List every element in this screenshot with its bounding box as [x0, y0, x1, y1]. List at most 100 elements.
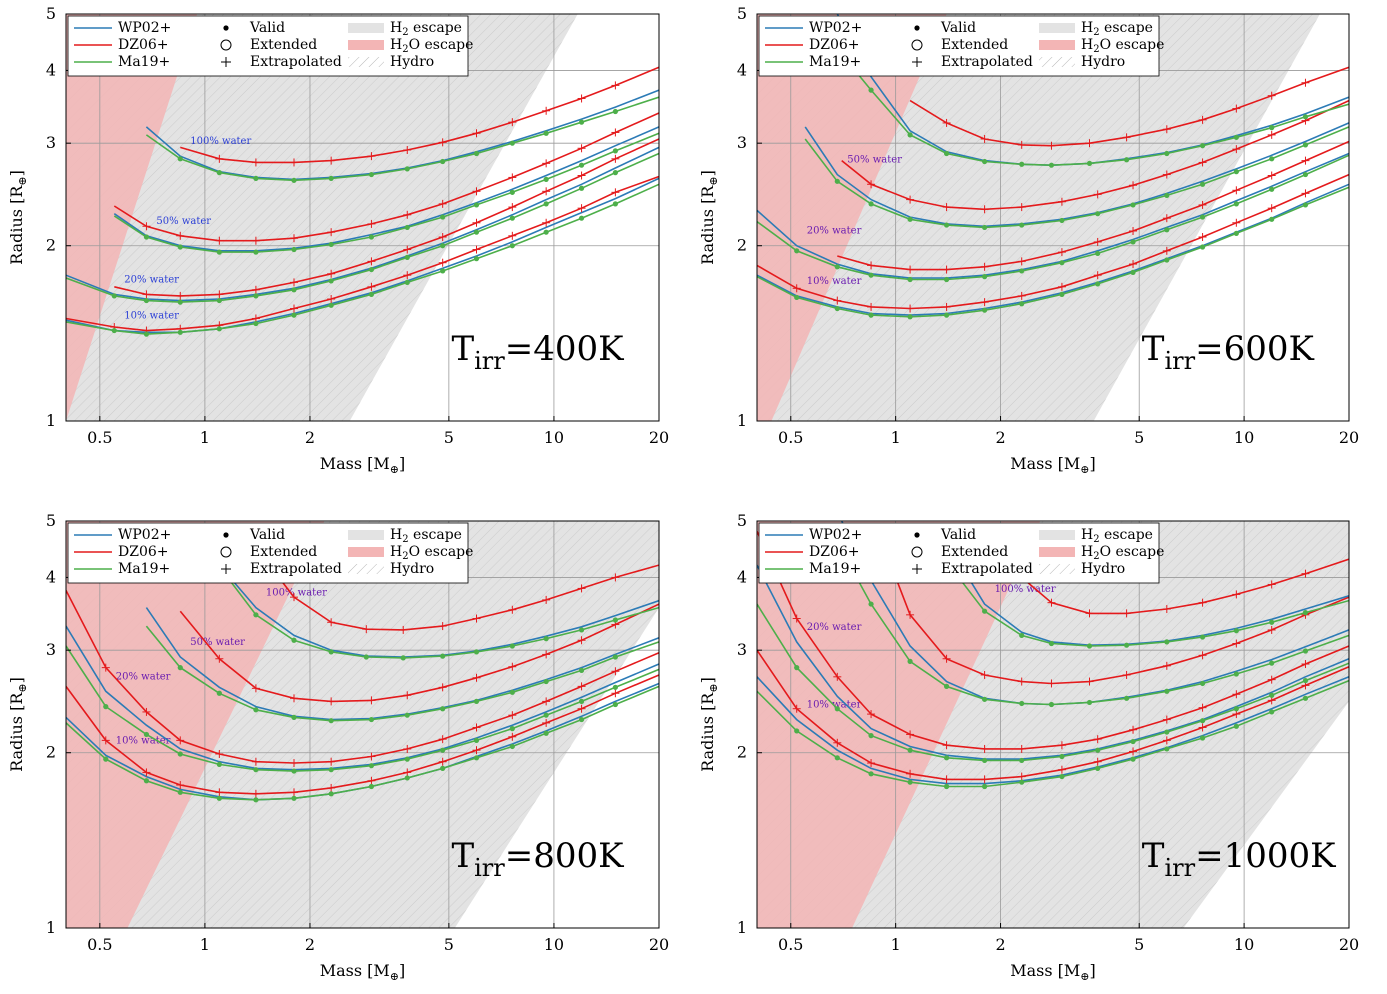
x-tick-label: 10: [1234, 428, 1254, 447]
data-point-valid: [509, 215, 515, 221]
data-point-valid: [1164, 257, 1170, 263]
data-point-valid: [1269, 186, 1275, 192]
data-point-valid: [834, 706, 840, 712]
data-point-valid: [1019, 632, 1025, 639]
legend-marker-label: Extended: [941, 37, 1008, 53]
legend-model-label: DZ06+: [118, 37, 169, 53]
data-point-valid: [612, 617, 618, 623]
legend-marker-valid: [914, 25, 920, 31]
legend-region-label-main: Hydro: [1081, 54, 1125, 70]
legend-swatch-hydro: [348, 57, 384, 67]
legend-region-label-sub: 2: [1093, 534, 1099, 545]
x-axis-label: Mass [M⊕]: [320, 454, 406, 476]
x-tick-label: 1: [891, 935, 901, 954]
data-point-valid: [291, 177, 297, 183]
data-point-valid: [253, 707, 259, 713]
legend-model-label: WP02+: [809, 20, 862, 36]
legend-region-label-sub: 2: [1093, 44, 1099, 55]
x-axis-label-sub: ⊕: [1080, 463, 1089, 476]
legend-region-label-sub: 2: [402, 27, 408, 38]
data-point-valid: [868, 771, 874, 777]
data-point-valid: [368, 266, 375, 273]
data-point-valid: [1019, 700, 1025, 707]
data-point-valid: [1199, 244, 1206, 250]
legend-region-label-main: H: [1081, 527, 1093, 543]
data-point-valid: [1199, 718, 1206, 724]
legend-region-label: H2O escape: [1081, 544, 1164, 562]
data-point-valid: [473, 256, 480, 262]
legend-model-label: DZ06+: [809, 37, 860, 53]
legend-region-label-tail: O escape: [409, 544, 474, 560]
data-point-valid: [253, 797, 259, 803]
data-point-valid: [1164, 192, 1170, 199]
data-point-valid: [368, 783, 375, 790]
legend-model-label: WP02+: [118, 527, 171, 543]
data-point-valid: [328, 302, 334, 308]
data-point-valid: [509, 140, 515, 146]
data-point-valid: [907, 276, 913, 283]
legend-swatch-hydro: [1039, 57, 1075, 67]
data-point-valid: [216, 690, 222, 696]
data-point-valid: [1164, 227, 1170, 233]
legend-marker-label: Extended: [250, 37, 317, 53]
data-point-valid: [216, 795, 222, 801]
data-point-valid: [143, 234, 150, 240]
data-point-valid: [509, 743, 515, 750]
temperature-label-main: T: [451, 836, 474, 876]
data-point-valid: [1059, 753, 1065, 760]
data-point-valid: [1019, 161, 1025, 167]
data-point-valid: [328, 791, 334, 797]
series-dz06-10: [255, 547, 659, 634]
x-tick-label: 0.5: [87, 935, 112, 954]
y-tick-label: 4: [737, 60, 747, 79]
data-point-valid: [473, 150, 480, 157]
x-tick-label: 2: [995, 935, 1005, 954]
y-axis-label-tail: ]: [698, 677, 717, 683]
data-point-valid: [216, 761, 222, 767]
data-point-valid: [982, 307, 988, 313]
legend-region-label-tail: escape: [409, 20, 462, 36]
data-point-valid: [1059, 217, 1065, 224]
legend-region-label-main: H: [1081, 37, 1093, 53]
legend-box: [67, 522, 469, 584]
series-dz06-7: [113, 112, 659, 245]
data-point-valid: [612, 654, 618, 660]
data-point-valid: [1086, 643, 1093, 649]
series-dz06-7: [841, 99, 1349, 214]
data-point-valid: [868, 201, 874, 207]
h2o-escape-region: [66, 521, 325, 928]
temperature-label-sub: irr: [1164, 347, 1195, 375]
data-point-valid: [177, 156, 183, 162]
data-point-valid: [253, 249, 259, 255]
series-line: [113, 112, 659, 242]
data-point-valid: [1164, 688, 1170, 694]
data-point-valid: [400, 655, 406, 661]
data-point-valid: [794, 294, 800, 301]
x-axis-label-tail: ]: [399, 961, 405, 980]
legend-swatch-region: [1039, 547, 1075, 557]
x-axis-label-sub: ⊕: [390, 463, 399, 476]
data-point-valid: [1302, 171, 1309, 178]
y-tick-label: 1: [737, 918, 747, 937]
data-point-valid: [368, 171, 375, 178]
data-point-valid: [943, 683, 950, 689]
data-point-valid: [1199, 143, 1206, 149]
series-line: [113, 126, 659, 252]
data-point-valid: [794, 728, 800, 734]
temperature-label-main: T: [1142, 836, 1165, 876]
data-point-valid: [216, 249, 222, 255]
x-tick-label: 10: [1234, 935, 1254, 954]
data-point-valid: [368, 291, 375, 297]
data-point-valid: [578, 627, 585, 633]
series-ma19-8: [145, 625, 659, 724]
legend-marker-valid: [223, 532, 229, 538]
x-axis-label-tail: ]: [1090, 454, 1096, 473]
legend-region-label-tail: escape: [1100, 20, 1153, 36]
panel-3: 10% water 20% water 50% water 100% water 0.5…: [7, 511, 669, 983]
legend-swatch-hydro: [348, 564, 384, 574]
data-point-valid: [943, 150, 950, 157]
legend-swatch-region: [1039, 40, 1075, 50]
data-point-valid: [1095, 250, 1101, 257]
temperature-label-tail: =800K: [505, 836, 624, 876]
series-ma19-8: [113, 132, 659, 255]
